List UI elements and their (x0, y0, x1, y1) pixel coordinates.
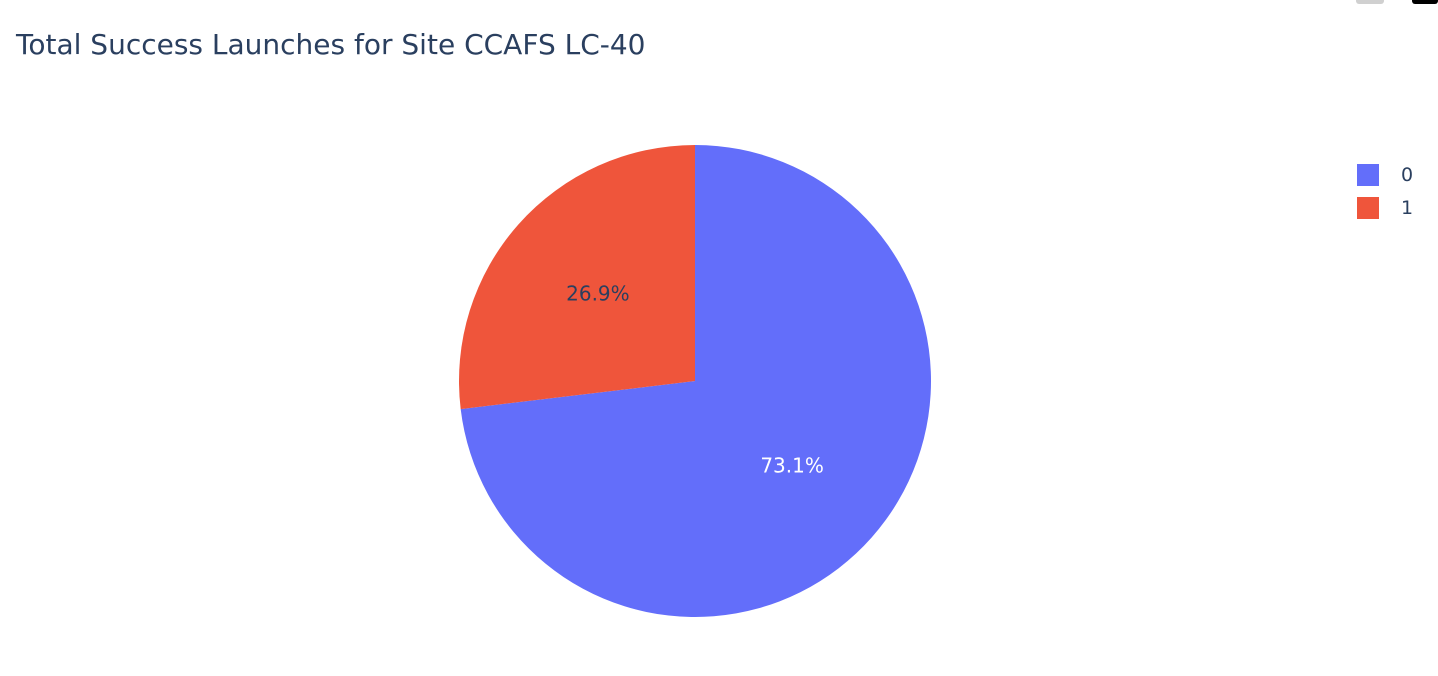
legend-item-1[interactable]: 1 (1357, 191, 1427, 224)
pie-slice-0[interactable] (460, 145, 932, 617)
legend-swatch-0 (1357, 163, 1379, 186)
chart-title: Total Success Launches for Site CCAFS LC… (16, 28, 646, 61)
legend-item-0[interactable]: 0 (1357, 158, 1427, 191)
pie-slice-label-1: 26.9% (566, 281, 630, 305)
modebar-button-left[interactable] (1356, 0, 1384, 4)
modebar-button-right[interactable] (1412, 0, 1438, 4)
legend-label-1: 1 (1401, 196, 1414, 219)
legend: 0 1 (1357, 158, 1427, 224)
legend-label-0: 0 (1401, 163, 1414, 186)
legend-swatch-1 (1357, 196, 1379, 219)
pie-slice-label-0: 73.1% (760, 454, 824, 478)
pie-slice-1[interactable] (459, 145, 695, 410)
